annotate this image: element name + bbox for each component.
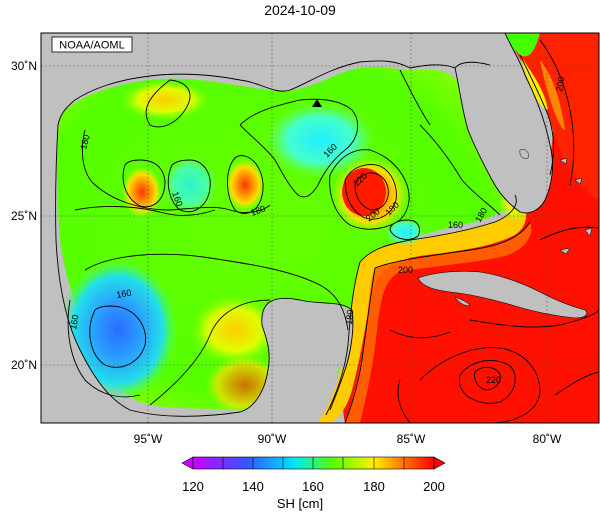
lat-label: 30˚N: [11, 59, 37, 73]
map-frame: [40, 32, 600, 424]
contour-label: 160: [116, 288, 133, 300]
contour-label: 180: [78, 133, 92, 150]
atlantic-region: [505, 33, 599, 200]
lat-lon-grid: [41, 33, 599, 423]
lon-label: 90˚W: [258, 432, 287, 446]
lon-label: 85˚W: [397, 432, 426, 446]
yucatan-peninsula: [261, 298, 353, 370]
contour-label: 180: [249, 203, 267, 218]
colorbar-tick: 200: [423, 479, 445, 494]
lat-label: 20˚N: [11, 358, 37, 372]
contour-labels: 180 160 180 160 180 220 200 180 160 160 …: [68, 76, 566, 385]
us-gulf-coast: [41, 33, 505, 240]
contour-label: 200: [398, 265, 413, 275]
contour-label: 160: [68, 314, 80, 331]
colorbar-tick: 140: [242, 479, 264, 494]
credit-box: [51, 36, 133, 53]
station-triangle-icon: [312, 99, 322, 107]
loop-current-band: [318, 195, 527, 423]
colorbar-tick: 180: [363, 479, 385, 494]
lat-label: 25˚N: [11, 209, 37, 223]
contour-label: 200: [554, 76, 566, 93]
cuba: [417, 270, 588, 319]
map-title: 2024-10-09: [264, 2, 336, 18]
caribbean-warm-region: [342, 33, 599, 423]
contour-label: 160: [448, 220, 463, 230]
colorbar-tick: 160: [302, 479, 324, 494]
contour-label: 220: [486, 375, 501, 385]
lon-label: 80˚W: [533, 432, 562, 446]
contour-label: 180: [344, 309, 355, 325]
mexico-coast: [41, 240, 346, 423]
ssh-contours: [67, 39, 599, 423]
credit-text: NOAA/AOML: [59, 40, 124, 52]
colorbar-ticks: 120 140 160 180 200: [0, 479, 600, 495]
lon-label: 95˚W: [134, 432, 163, 446]
florida-peninsula: [455, 33, 553, 213]
colorbar-tick: 120: [182, 479, 204, 494]
colorbar-label: SH [cm]: [276, 496, 324, 511]
colorbar: [181, 456, 446, 470]
contour-label: 160: [170, 190, 185, 208]
